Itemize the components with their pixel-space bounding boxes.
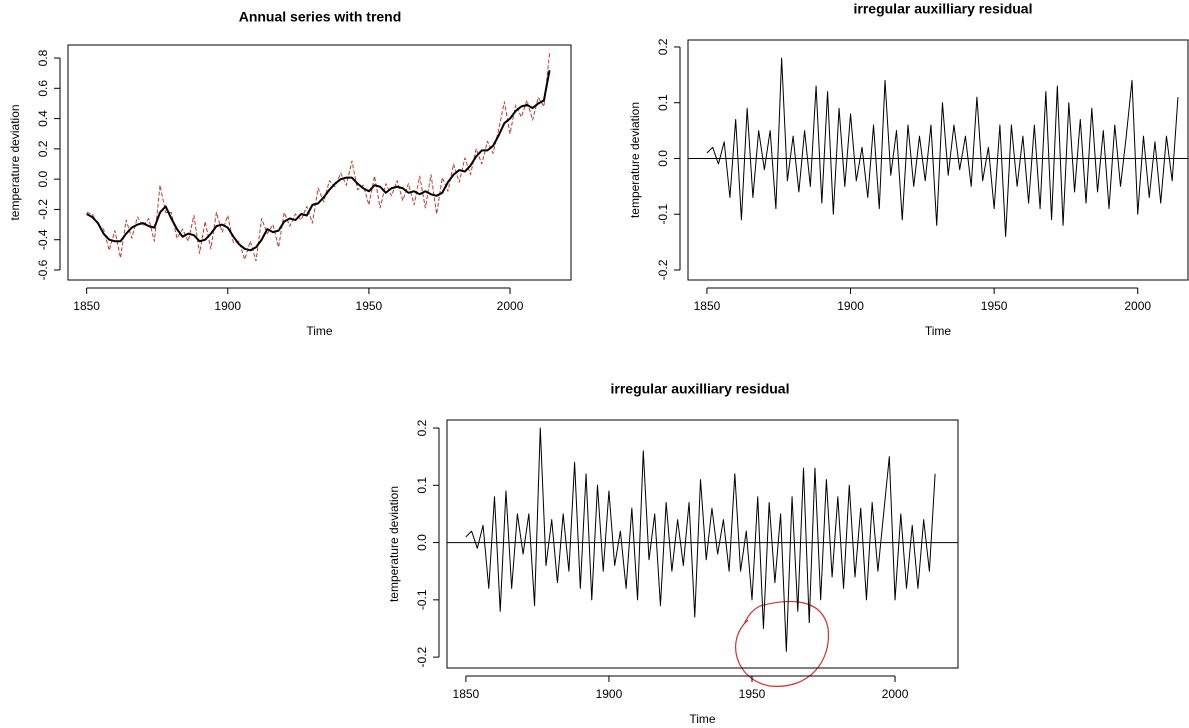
y-tick-label: -0.6 [36, 259, 50, 280]
x-tick-label: 1950 [981, 299, 1008, 313]
y-tick-label: 0.1 [656, 94, 670, 111]
y-tick-label: 0.4 [36, 110, 50, 127]
y-tick-label: -0.1 [656, 204, 670, 225]
series-line [86, 69, 551, 252]
chart-title: irregular auxilliary residual [854, 1, 1033, 17]
y-tick-label: 0.0 [415, 534, 429, 551]
plot-frame [446, 419, 959, 669]
x-tick-label: 1900 [596, 687, 623, 701]
y-tick-label: 0.0 [656, 150, 670, 167]
chart-title: Annual series with trend [239, 9, 402, 25]
chart-title: irregular auxilliary residual [611, 381, 790, 397]
x-axis-label: Time [689, 712, 716, 726]
y-axis-label: temperature deviation [628, 102, 642, 218]
y-tick-label: 0.6 [36, 80, 50, 97]
y-tick-label: 0.1 [415, 477, 429, 494]
series-line [706, 57, 1179, 238]
x-tick-label: 1950 [739, 687, 766, 701]
y-tick-label: 0.8 [36, 49, 50, 66]
x-tick-label: 2000 [882, 687, 909, 701]
y-tick-label: 0.2 [415, 419, 429, 436]
y-tick-label: -0.2 [36, 199, 50, 220]
x-tick-label: 1850 [694, 299, 721, 313]
x-axis-label: Time [925, 324, 952, 338]
y-tick-label: 0.2 [656, 38, 670, 55]
x-tick-label: 2000 [497, 299, 524, 313]
x-axis-label: Time [306, 324, 333, 338]
y-axis-label: temperature deviation [8, 104, 22, 220]
x-tick-label: 1900 [214, 299, 241, 313]
y-tick-label: -0.2 [415, 646, 429, 667]
plot-frame [687, 39, 1189, 281]
x-tick-label: 1900 [837, 299, 864, 313]
x-tick-label: 2000 [1124, 299, 1151, 313]
plot-frame [67, 44, 572, 281]
y-tick-label: 0.2 [36, 140, 50, 157]
series-line [86, 53, 551, 262]
y-tick-label: -0.2 [656, 259, 670, 280]
y-tick-label: 0.0 [36, 170, 50, 187]
x-tick-label: 1950 [356, 299, 383, 313]
y-axis-label: temperature deviation [387, 486, 401, 602]
y-tick-label: -0.4 [36, 229, 50, 250]
hand-drawn-circle [735, 600, 830, 687]
x-tick-label: 1850 [73, 299, 100, 313]
x-tick-label: 1850 [453, 687, 480, 701]
y-tick-label: -0.1 [415, 589, 429, 610]
series-line [465, 427, 936, 652]
